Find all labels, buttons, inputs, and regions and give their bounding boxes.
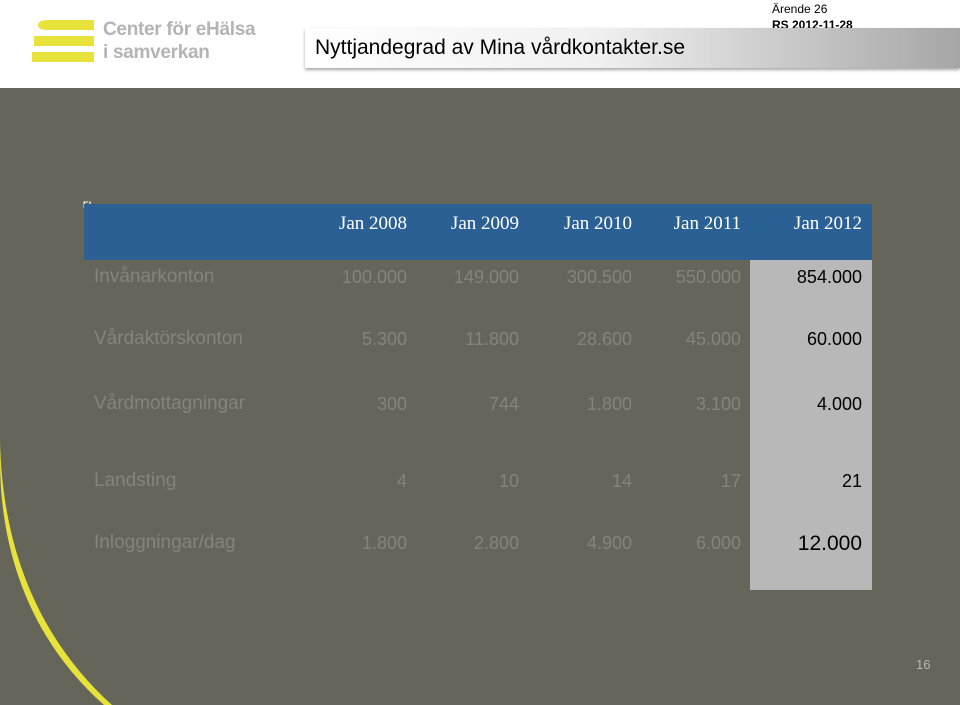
table-cell-highlight: 12.000 (797, 532, 862, 555)
table-cell: 14 (611, 471, 632, 491)
highlight-column (750, 260, 872, 590)
row-label: Vårdmottagningar (94, 393, 246, 414)
table-cell: 45.000 (685, 329, 741, 349)
column-header: Jan 2012 (793, 213, 862, 234)
table-cell: 11.800 (465, 329, 519, 349)
table-cell: 10 (498, 471, 519, 491)
table-cell: 1.800 (361, 533, 407, 553)
table-cell: 100.000 (341, 267, 407, 287)
table-cell: 2.800 (473, 533, 519, 553)
table-cell: 149.000 (453, 267, 519, 287)
center-ehalsa-logo: Center för eHälsa i samverkan (30, 18, 260, 68)
column-header: Jan 2010 (563, 213, 632, 234)
table-cell: 5.300 (361, 329, 407, 349)
column-header: Jan 2009 (450, 213, 519, 234)
table-cell: 4 (396, 471, 407, 491)
decorative-swoosh-icon (0, 440, 112, 705)
table-cell: 1.800 (586, 394, 632, 414)
case-number: Ärende 26 (772, 2, 828, 16)
logo-mark-icon (32, 20, 94, 62)
table-cell: 4.900 (586, 533, 632, 553)
table-cell: 300.500 (566, 267, 632, 287)
table-cell-highlight: 21 (841, 471, 862, 491)
table-cell-highlight: 854.000 (796, 267, 862, 287)
table-cell: 6.000 (695, 533, 741, 553)
table-cell-highlight: 60.000 (806, 329, 862, 349)
table-cell-highlight: 4.000 (816, 394, 862, 414)
table-cell: 300 (376, 394, 407, 414)
table-cell: 28.600 (576, 329, 632, 349)
column-header: Jan 2011 (673, 213, 741, 234)
title-banner: Nyttjandegrad av Mina vårdkontakter.se (305, 28, 960, 68)
table-header-band (84, 204, 872, 260)
row-label: Inloggningar/dag (94, 532, 236, 553)
row-label: Vårdaktörskonton (94, 328, 243, 349)
table-cell: 550.000 (675, 267, 741, 287)
logo-text-line1: Center för eHälsa (103, 19, 256, 40)
logo-text-line2: i samverkan (103, 42, 210, 63)
row-label: Landsting (94, 470, 177, 491)
row-label: Invånarkonton (94, 266, 215, 287)
table-cell: 744 (488, 394, 519, 414)
column-header: Jan 2008 (338, 213, 407, 234)
table-cell: 3.100 (695, 394, 741, 414)
table-cell: 17 (720, 471, 741, 491)
page-number: 16 (916, 657, 931, 672)
slide-title: Nyttjandegrad av Mina vårdkontakter.se (315, 36, 686, 59)
